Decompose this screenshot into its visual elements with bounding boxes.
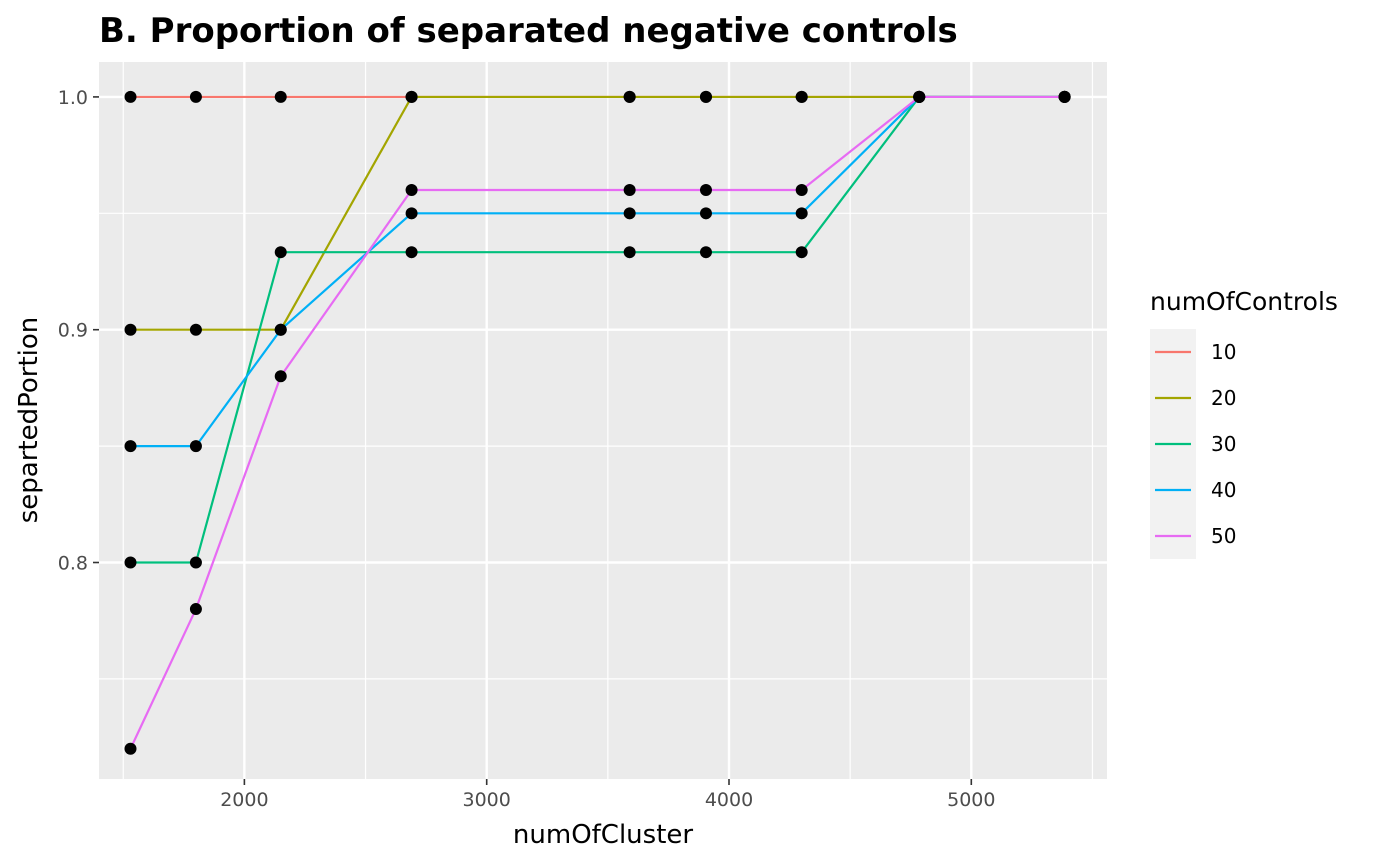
x-tick-label: 3000	[463, 789, 511, 811]
legend-label-30: 30	[1211, 432, 1236, 456]
legend-label-50: 50	[1211, 524, 1236, 548]
data-point-40	[124, 440, 137, 453]
x-axis-title: numOfCluster	[513, 820, 693, 850]
y-tick-label: 0.8	[58, 553, 88, 575]
data-point-30	[405, 246, 418, 259]
data-point-40	[189, 440, 202, 453]
data-point-20	[405, 90, 418, 103]
data-point-20	[699, 90, 712, 103]
x-tick-label: 4000	[705, 789, 753, 811]
data-point-40	[623, 207, 636, 220]
data-point-50	[913, 90, 926, 103]
data-point-50	[1058, 90, 1071, 103]
point-layer	[124, 90, 1071, 755]
data-point-10	[274, 90, 287, 103]
legend: numOfControls 10 20 30 40 50	[1150, 287, 1338, 559]
data-point-50	[699, 184, 712, 197]
data-point-50	[124, 742, 137, 755]
y-tick-label: 1.0	[58, 87, 88, 109]
data-point-10	[189, 90, 202, 103]
data-point-40	[405, 207, 418, 220]
data-point-30	[623, 246, 636, 259]
data-point-20	[795, 90, 808, 103]
data-point-10	[124, 90, 137, 103]
data-point-50	[623, 184, 636, 197]
data-point-50	[405, 184, 418, 197]
data-point-20	[124, 323, 137, 336]
data-point-30	[124, 556, 137, 569]
data-point-50	[795, 184, 808, 197]
data-point-30	[795, 246, 808, 259]
y-axis-title: separtedPortion	[14, 317, 44, 524]
plot-panel	[99, 62, 1107, 779]
data-point-40	[795, 207, 808, 220]
legend-label-10: 10	[1211, 340, 1236, 364]
x-tick-label: 5000	[947, 789, 995, 811]
y-tick-label: 0.9	[58, 320, 88, 342]
data-point-40	[699, 207, 712, 220]
data-point-50	[189, 603, 202, 616]
data-point-20	[189, 323, 202, 336]
data-point-30	[699, 246, 712, 259]
legend-label-20: 20	[1211, 386, 1236, 410]
x-tick-label: 2000	[220, 789, 268, 811]
data-point-40	[274, 323, 287, 336]
data-point-30	[189, 556, 202, 569]
chart-title: B. Proportion of separated negative cont…	[99, 11, 958, 51]
legend-label-40: 40	[1211, 478, 1236, 502]
data-point-30	[274, 246, 287, 259]
legend-title: numOfControls	[1150, 287, 1338, 316]
data-point-50	[274, 370, 287, 383]
axis-layer: 2000 3000 4000 5000 0.8 0.9 1.0	[58, 87, 996, 811]
data-point-20	[623, 90, 636, 103]
